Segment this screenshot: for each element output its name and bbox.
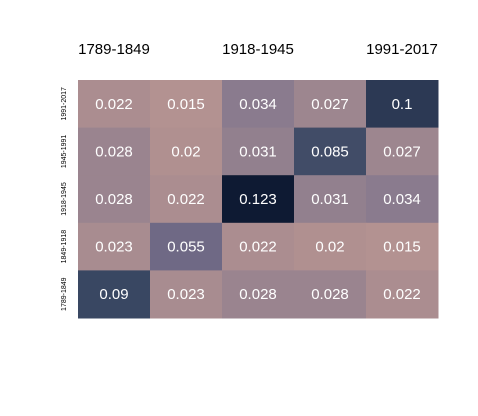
y-axis-tick-labels: 1991-2017 1945-1991 1918-1945 1849-1918 1789… xyxy=(61,87,68,311)
heatmap-cell-value: 0.085 xyxy=(311,143,349,160)
heatmap-cell-value: 0.027 xyxy=(383,143,421,160)
heatmap-cell-1789-1849-1991-2017 xyxy=(366,270,439,319)
heatmap-cell-1918-1945-1789-1849 xyxy=(78,175,151,224)
heatmap-cell-1849-1918-1945-1991 xyxy=(294,222,367,271)
heatmap-cell-value: 0.09 xyxy=(99,286,128,303)
heatmap-cell-1945-1991-1945-1991 xyxy=(294,127,367,176)
heatmap-cell-1918-1945-1849-1918 xyxy=(150,175,223,224)
heatmap-cell-1789-1849-1789-1849 xyxy=(78,270,151,319)
heatmap-cell-1945-1991-1918-1945 xyxy=(222,127,295,176)
heatmap-cell-value: 0.031 xyxy=(311,191,349,208)
y-tick-label: 1991-2017 xyxy=(61,87,68,121)
heatmap-cell-value: 0.015 xyxy=(167,96,205,113)
heatmap-cell-1918-1945-1945-1991 xyxy=(294,175,367,224)
heatmap-cell-labels: 0.022 0.015 0.034 0.027 0.1 0.028 0.02 0.031 0.0… xyxy=(95,96,421,303)
heatmap-cell-value: 0.022 xyxy=(239,239,277,256)
heatmap-cell-1849-1918-1849-1918 xyxy=(150,222,223,271)
heatmap-cell-value: 0.028 xyxy=(311,286,349,303)
heatmap-cell-1991-2017-1789-1849 xyxy=(78,80,151,129)
heatmap-cell-1991-2017-1945-1991 xyxy=(294,80,367,129)
y-tick-label: 1789-1849 xyxy=(61,277,68,311)
heatmap-cell-value: 0.028 xyxy=(95,191,133,208)
x-tick-label: 1918-1945 xyxy=(222,41,294,58)
heatmap-cell-value: 0.023 xyxy=(167,286,205,303)
heatmap-cells xyxy=(78,80,439,319)
heatmap-cell-1849-1918-1789-1849 xyxy=(78,222,151,271)
heatmap-cell-1918-1945-1918-1945 xyxy=(222,175,295,224)
heatmap-cell-1789-1849-1945-1991 xyxy=(294,270,367,319)
y-tick-label: 1945-1991 xyxy=(61,135,68,169)
heatmap-cell-1991-2017-1849-1918 xyxy=(150,80,223,129)
heatmap-cell-1945-1991-1991-2017 xyxy=(366,127,439,176)
heatmap-cell-value: 0.022 xyxy=(167,191,205,208)
heatmap-cell-value: 0.055 xyxy=(167,239,205,256)
heatmap-cell-value: 0.022 xyxy=(383,286,421,303)
heatmap-cell-value: 0.028 xyxy=(95,143,133,160)
heatmap-cell-value: 0.02 xyxy=(171,143,200,160)
heatmap-cell-value: 0.027 xyxy=(311,96,349,113)
heatmap-cell-value: 0.015 xyxy=(383,239,421,256)
heatmap-cell-value: 0.1 xyxy=(392,96,413,113)
heatmap-cell-value: 0.023 xyxy=(95,239,133,256)
heatmap-cell-value: 0.02 xyxy=(315,239,344,256)
y-tick-label: 1849-1918 xyxy=(61,230,68,264)
heatmap-cell-1849-1918-1918-1945 xyxy=(222,222,295,271)
heatmap-cell-1945-1991-1789-1849 xyxy=(78,127,151,176)
heatmap-cell-1918-1945-1991-2017 xyxy=(366,175,439,224)
heatmap-cell-value: 0.034 xyxy=(383,191,421,208)
heatmap-cell-1945-1991-1849-1918 xyxy=(150,127,223,176)
heatmap-cell-value: 0.031 xyxy=(239,143,277,160)
y-tick-label: 1918-1945 xyxy=(61,182,68,216)
heatmap-cell-1849-1918-1991-2017 xyxy=(366,222,439,271)
heatmap-cell-value: 0.028 xyxy=(239,286,277,303)
heatmap-cell-value: 0.022 xyxy=(95,96,133,113)
x-axis-tick-labels: 1789-1849 1918-1945 1991-2017 xyxy=(78,41,438,58)
heatmap-cell-1991-2017-1918-1945 xyxy=(222,80,295,129)
x-tick-label: 1991-2017 xyxy=(366,41,438,58)
heatmap-cell-1789-1849-1918-1945 xyxy=(222,270,295,319)
x-tick-label: 1789-1849 xyxy=(78,41,150,58)
heatmap-cell-1789-1849-1849-1918 xyxy=(150,270,223,319)
heatmap-cell-value: 0.123 xyxy=(239,191,277,208)
heatmap-cell-1991-2017-1991-2017 xyxy=(366,80,439,129)
heatmap-cell-value: 0.034 xyxy=(239,96,277,113)
